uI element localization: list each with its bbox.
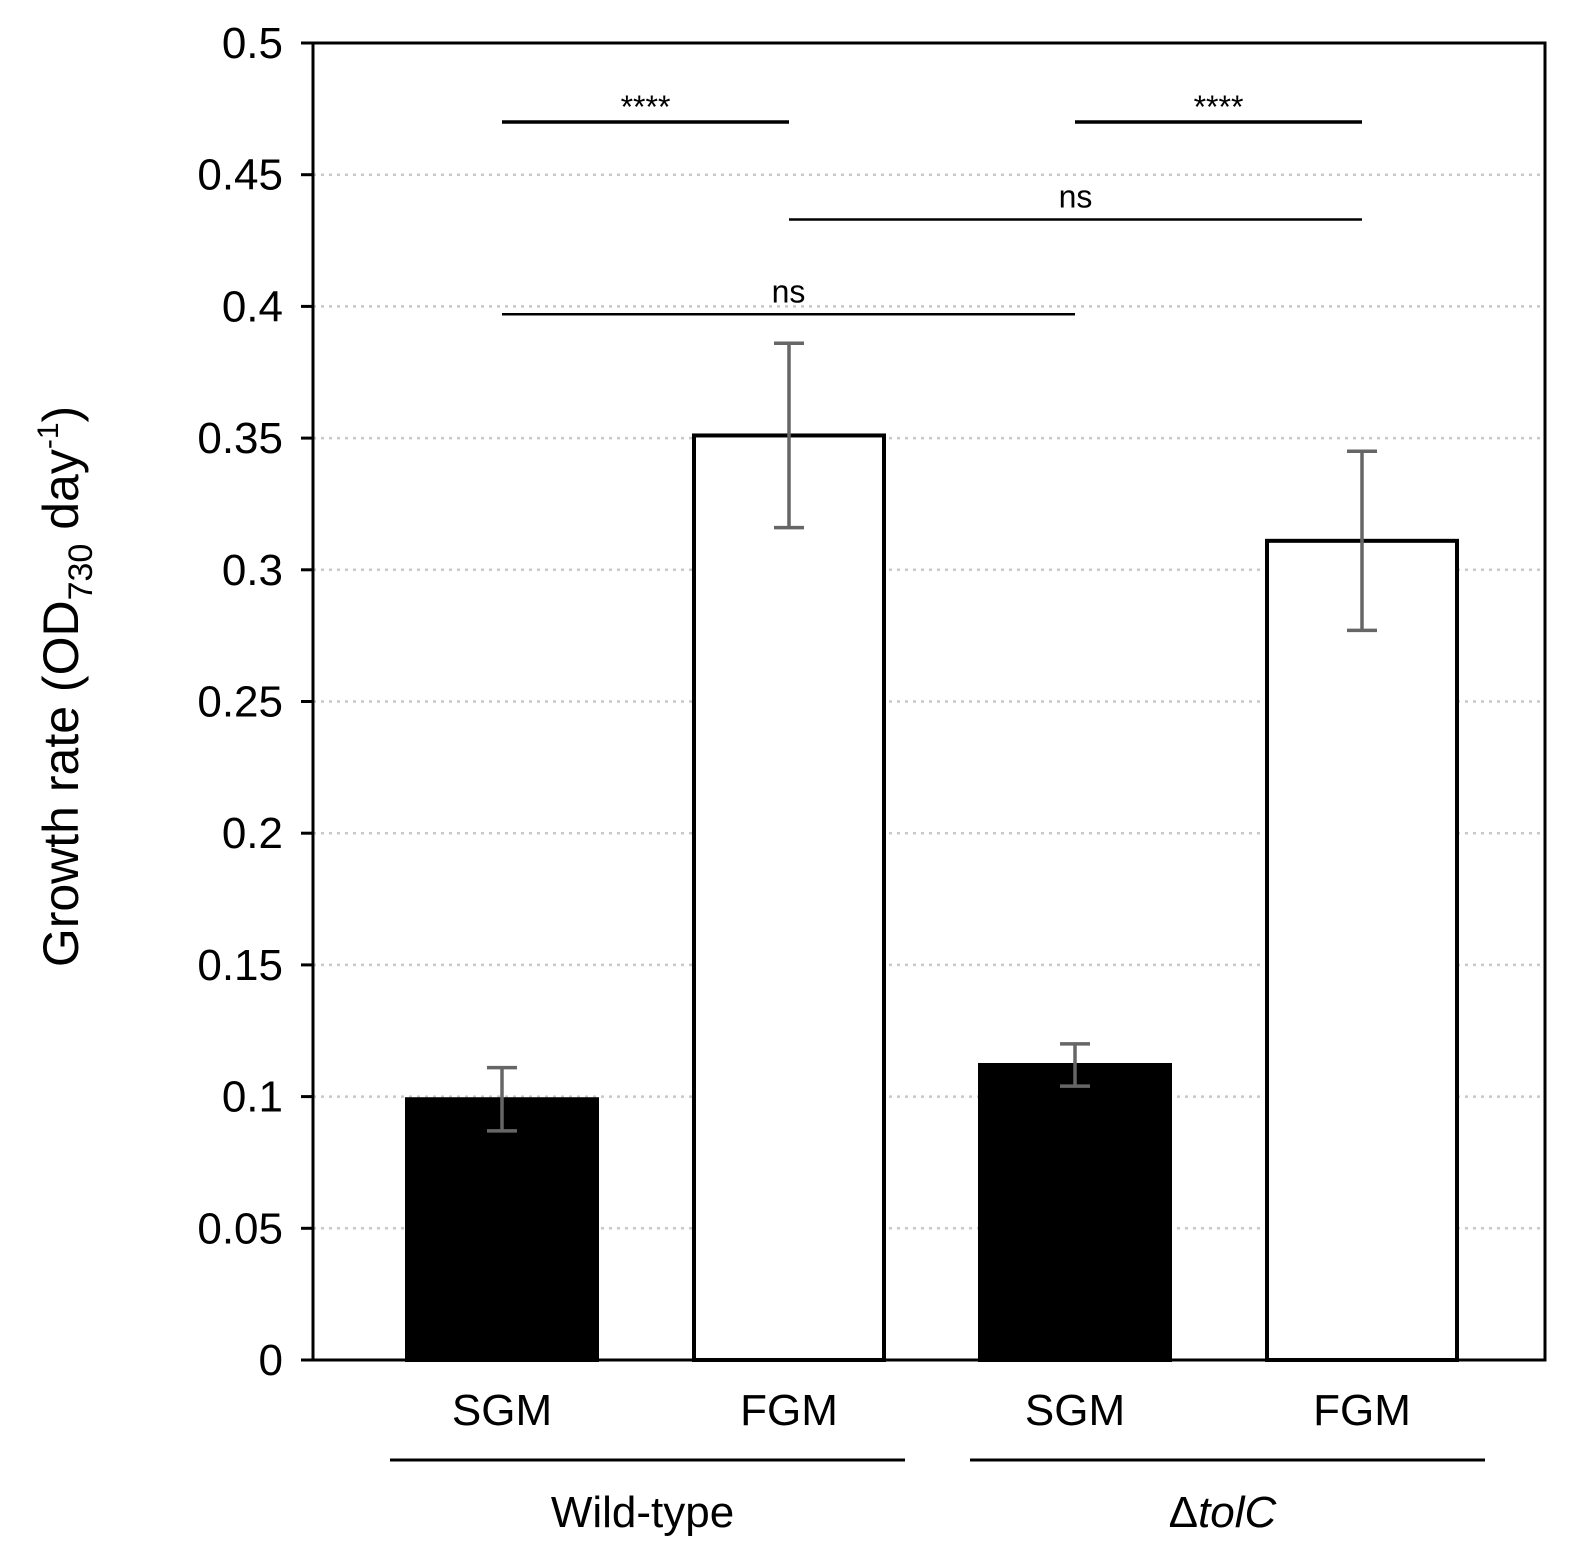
y-tick-label: 0.45 (197, 151, 283, 200)
category-label: SGM (452, 1386, 552, 1435)
significance-brackets: **** **** ns ns (502, 89, 1362, 316)
x-axis-groups: Wild-type ΔtolC (390, 1458, 1485, 1537)
y-tick-label: 0.25 (197, 678, 283, 727)
y-tick-label: 0.05 (197, 1204, 283, 1253)
significance-label: ns (1059, 178, 1093, 214)
y-tick-label: 0.1 (222, 1073, 283, 1122)
group-label-italic: tolC (1198, 1488, 1277, 1537)
y-tick-label: 0 (259, 1336, 283, 1385)
y-axis-label: Growth rate (OD730 day-1) (32, 406, 100, 967)
group-label: Wild-type (551, 1488, 734, 1537)
y-tick-label: 0.2 (222, 809, 283, 858)
bar-fgm-3 (1265, 538, 1459, 1362)
bars (405, 433, 1459, 1362)
significance-label: ns (772, 273, 806, 309)
y-tick-label: 0.3 (222, 546, 283, 595)
significance-label: **** (621, 89, 671, 125)
y-tick-label: 0.15 (197, 941, 283, 990)
y-tick-label: 0.4 (222, 282, 283, 331)
x-axis-categories: SGM FGM SGM FGM (452, 1386, 1411, 1435)
category-label: SGM (1025, 1386, 1125, 1435)
group-label: ΔtolC (1169, 1488, 1278, 1537)
error-bars (487, 341, 1377, 1133)
bar-fgm-1 (692, 433, 886, 1362)
category-label: FGM (1313, 1386, 1411, 1435)
category-label: FGM (740, 1386, 838, 1435)
y-tick-label: 0.35 (197, 414, 283, 463)
bar-sgm-0 (405, 1097, 599, 1362)
significance-label: **** (1194, 89, 1244, 125)
bar-sgm-2 (978, 1062, 1172, 1362)
y-tick-label: 0.5 (222, 19, 283, 68)
group-label-prefix: Δ (1169, 1488, 1198, 1537)
y-axis-ticks: 0 0.05 0.1 0.15 0.2 0.25 0.3 0.35 0.4 0.45 0.5 (197, 19, 313, 1385)
